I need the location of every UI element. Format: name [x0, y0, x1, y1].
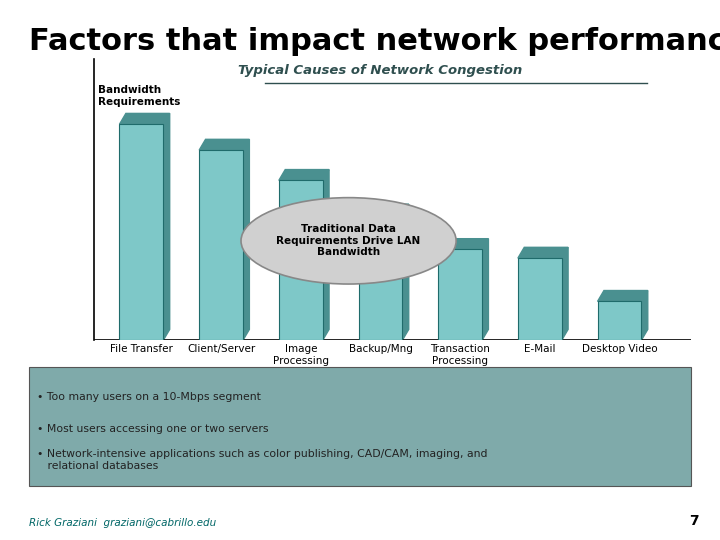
Ellipse shape: [241, 198, 456, 284]
Polygon shape: [243, 139, 249, 340]
Text: • Too many users on a 10-Mbps segment: • Too many users on a 10-Mbps segment: [37, 392, 261, 402]
Text: Bandwidth
Requirements: Bandwidth Requirements: [98, 85, 180, 107]
Polygon shape: [323, 170, 329, 340]
Bar: [438, 249, 482, 340]
Polygon shape: [359, 204, 409, 215]
Bar: [120, 124, 163, 340]
Polygon shape: [598, 291, 648, 301]
Text: Rick Graziani  graziani@cabrillo.edu: Rick Graziani graziani@cabrillo.edu: [29, 518, 216, 528]
Bar: [279, 180, 323, 340]
Text: Traditional Data
Requirements Drive LAN
Bandwidth: Traditional Data Requirements Drive LAN …: [276, 224, 420, 258]
Text: Factors that impact network performance: Factors that impact network performance: [29, 27, 720, 56]
Polygon shape: [518, 247, 568, 258]
Polygon shape: [163, 113, 170, 340]
Text: • Network-intensive applications such as color publishing, CAD/CAM, imaging, and: • Network-intensive applications such as…: [37, 449, 487, 471]
Polygon shape: [562, 247, 568, 340]
Bar: [359, 215, 402, 340]
Text: 7: 7: [689, 514, 698, 528]
Polygon shape: [120, 113, 170, 124]
Bar: [518, 258, 562, 340]
Text: Typical Causes of Network Congestion: Typical Causes of Network Congestion: [238, 64, 523, 77]
Polygon shape: [199, 139, 249, 150]
Polygon shape: [402, 204, 409, 340]
Polygon shape: [279, 170, 329, 180]
Text: • Most users accessing one or two servers: • Most users accessing one or two server…: [37, 424, 269, 434]
Bar: [199, 150, 243, 340]
Bar: [598, 301, 642, 340]
Polygon shape: [482, 239, 488, 340]
Polygon shape: [642, 291, 648, 340]
Polygon shape: [438, 239, 488, 249]
